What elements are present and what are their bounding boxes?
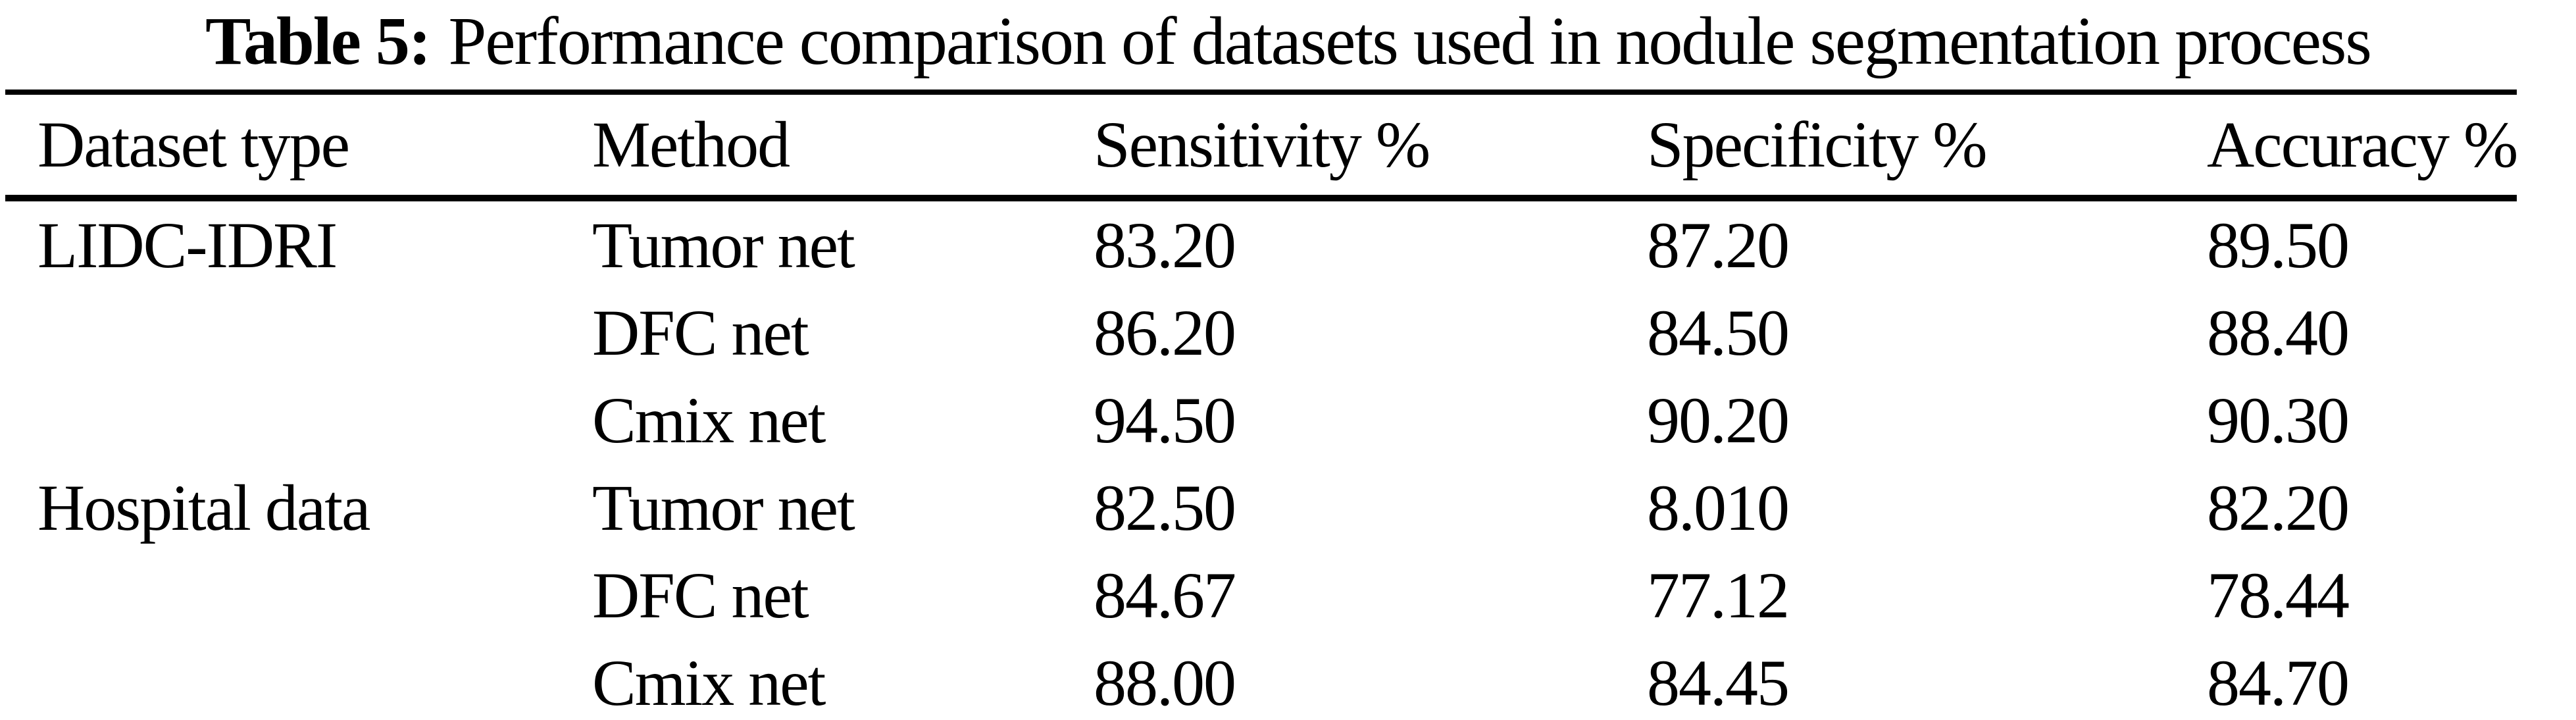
- table-caption-text: Performance comparison of datasets used …: [448, 3, 2372, 79]
- table-row: DFC net 84.67 77.12 78.44: [5, 552, 2517, 639]
- specificity-cell: 90.20: [1647, 383, 1790, 457]
- column-header-sensitivity: Sensitivity %: [1094, 108, 1430, 181]
- dataset-type-cell: LIDC-IDRI: [38, 208, 338, 282]
- method-cell: Cmix net: [592, 646, 826, 719]
- sensitivity-cell: 83.20: [1094, 208, 1236, 282]
- method-cell: Cmix net: [592, 383, 826, 457]
- performance-table: Dataset type Method Sensitivity % Specif…: [5, 90, 2518, 720]
- table-caption: Table 5: Performance comparison of datase…: [0, 0, 2576, 90]
- sensitivity-cell: 88.00: [1094, 646, 1236, 719]
- column-header-accuracy: Accuracy %: [2207, 108, 2518, 181]
- sensitivity-cell: 86.20: [1094, 296, 1236, 369]
- column-header-method: Method: [592, 108, 790, 181]
- table-row: Cmix net 88.00 84.45 84.70: [5, 639, 2517, 720]
- method-cell: Tumor net: [592, 471, 855, 544]
- table-row: DFC net 86.20 84.50 88.40: [5, 289, 2517, 376]
- table-row: Cmix net 94.50 90.20 90.30: [5, 376, 2517, 464]
- sensitivity-cell: 84.67: [1094, 558, 1236, 632]
- accuracy-cell: 88.40: [2207, 296, 2350, 369]
- accuracy-cell: 90.30: [2207, 383, 2350, 457]
- accuracy-cell: 89.50: [2207, 208, 2350, 282]
- column-header-dataset-type: Dataset type: [38, 108, 350, 181]
- method-cell: DFC net: [592, 296, 809, 369]
- sensitivity-cell: 94.50: [1094, 383, 1236, 457]
- column-header-specificity: Specificity %: [1647, 108, 1988, 181]
- dataset-type-cell: Hospital data: [38, 471, 370, 544]
- table-row: LIDC-IDRI Tumor net 83.20 87.20 89.50: [5, 201, 2517, 289]
- specificity-cell: 77.12: [1647, 558, 1790, 632]
- method-cell: DFC net: [592, 558, 809, 632]
- accuracy-cell: 78.44: [2207, 558, 2350, 632]
- accuracy-cell: 84.70: [2207, 646, 2350, 719]
- specificity-cell: 84.50: [1647, 296, 1790, 369]
- method-cell: Tumor net: [592, 208, 855, 282]
- specificity-cell: 84.45: [1647, 646, 1790, 719]
- specificity-cell: 87.20: [1647, 208, 1790, 282]
- specificity-cell: 8.010: [1647, 471, 1790, 544]
- sensitivity-cell: 82.50: [1094, 471, 1236, 544]
- table-row: Hospital data Tumor net 82.50 8.010 82.2…: [5, 464, 2517, 552]
- accuracy-cell: 82.20: [2207, 471, 2350, 544]
- table-header-row: Dataset type Method Sensitivity % Specif…: [5, 90, 2518, 201]
- table-caption-label: Table 5:: [205, 3, 431, 79]
